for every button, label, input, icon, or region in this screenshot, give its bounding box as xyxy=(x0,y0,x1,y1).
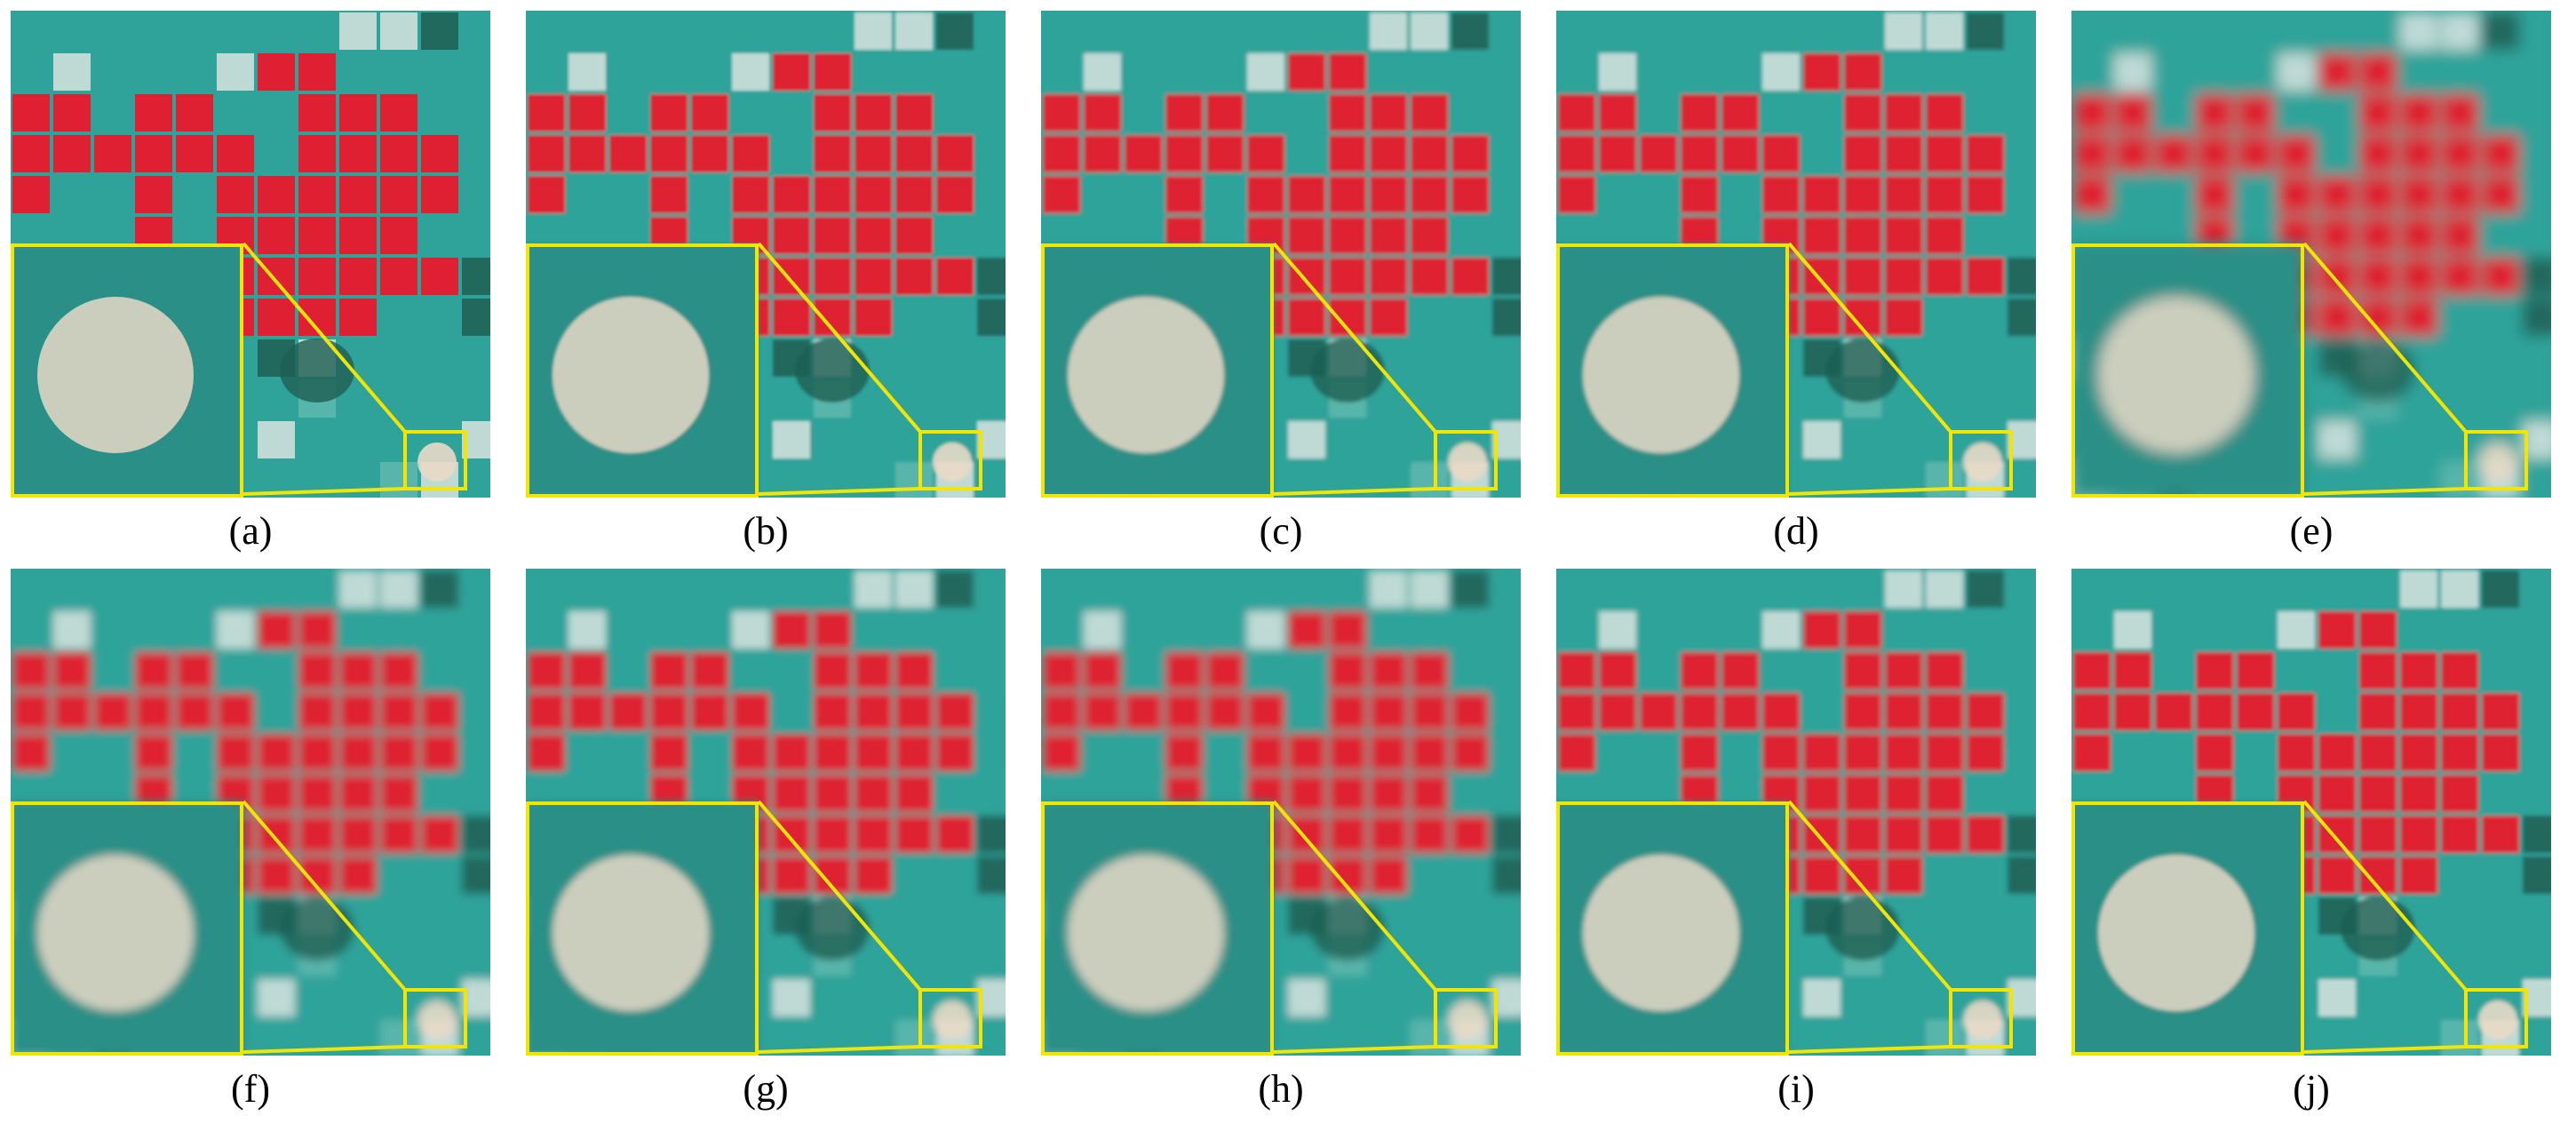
panel-c xyxy=(1041,11,1521,498)
caption-f: (f) xyxy=(231,1067,270,1111)
satellite-image-a xyxy=(11,11,490,498)
satellite-image-h xyxy=(1041,569,1521,1056)
panel-b xyxy=(526,11,1006,498)
caption-d: (d) xyxy=(1773,509,1819,553)
satellite-image-f xyxy=(11,569,490,1056)
satellite-image-j xyxy=(2071,569,2551,1056)
satellite-image-c xyxy=(1041,11,1521,498)
panel-d xyxy=(1556,11,2036,498)
caption-b: (b) xyxy=(743,509,789,553)
panel-g xyxy=(526,569,1006,1056)
panel-f xyxy=(11,569,490,1056)
satellite-image-i xyxy=(1556,569,2036,1056)
caption-a: (a) xyxy=(228,509,273,553)
satellite-image-g xyxy=(526,569,1006,1056)
panel-e xyxy=(2071,11,2551,498)
panel-i xyxy=(1556,569,2036,1056)
satellite-image-b xyxy=(526,11,1006,498)
caption-e: (e) xyxy=(2289,509,2334,553)
satellite-image-e xyxy=(2071,11,2551,498)
panel-h xyxy=(1041,569,1521,1056)
caption-h: (h) xyxy=(1258,1067,1304,1111)
satellite-image-d xyxy=(1556,11,2036,498)
caption-c: (c) xyxy=(1259,509,1303,553)
panel-a xyxy=(11,11,490,498)
panel-j xyxy=(2071,569,2551,1056)
caption-i: (i) xyxy=(1777,1067,1815,1111)
caption-g: (g) xyxy=(743,1067,789,1111)
caption-j: (j) xyxy=(2293,1067,2330,1111)
